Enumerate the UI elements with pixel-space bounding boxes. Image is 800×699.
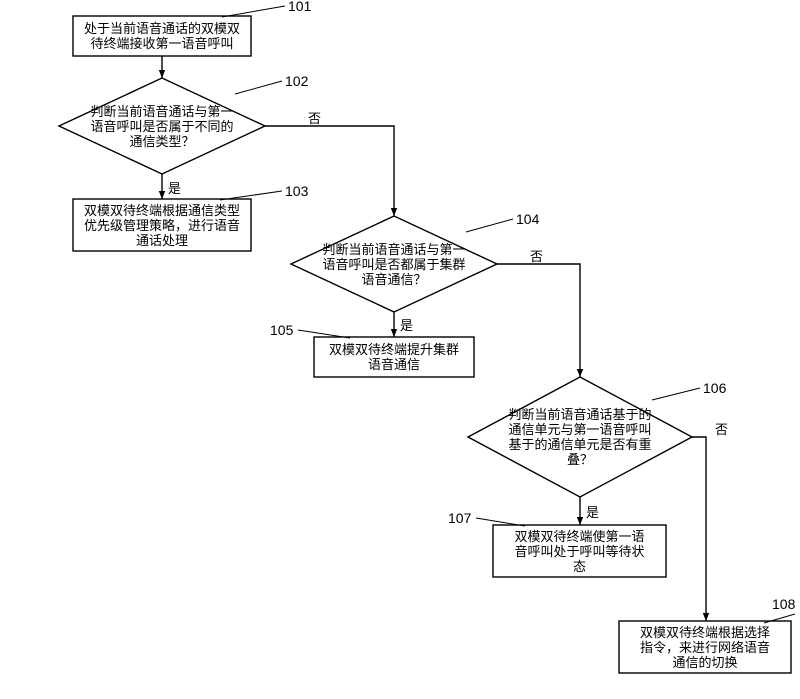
n105-number: 105 [270, 322, 293, 338]
n107-label: 双模双待终端使第一语音呼叫处于呼叫等待状态 [493, 529, 666, 574]
n108-label: 双模双待终端根据选择指令，来进行网络语音通信的切换 [619, 625, 791, 670]
n104-label: 判断当前语音通话与第一语音呼叫是否都属于集群语音通信？ [305, 242, 482, 287]
n105-label: 双模双待终端提升集群语音通信 [314, 342, 474, 372]
n101-label: 处于当前语音通话的双模双待终端接收第一语音呼叫 [73, 21, 251, 51]
n104-number: 104 [516, 211, 539, 227]
n101-number: 101 [288, 0, 311, 14]
edge-label: 否 [308, 108, 321, 127]
n103-label: 双模双待终端根据通信类型优先级管理策略，进行语音通话处理 [73, 203, 251, 248]
n102-number: 102 [285, 73, 308, 89]
edge-label: 是 [586, 502, 599, 521]
n103-number: 103 [285, 183, 308, 199]
edge-label: 是 [168, 178, 181, 197]
n106-label: 判断当前语音通话基于的通信单元与第一语音呼叫基于的通信单元是否有重叠？ [484, 407, 677, 467]
n107-number: 107 [448, 510, 471, 526]
n108-number: 108 [772, 596, 795, 612]
edge-label: 否 [530, 246, 543, 265]
n102-label: 判断当前语音通话与第一语音呼叫是否属于不同的通信类型？ [73, 104, 250, 149]
n106-number: 106 [703, 380, 726, 396]
edge-label: 否 [715, 419, 728, 438]
edge-label: 是 [400, 315, 413, 334]
